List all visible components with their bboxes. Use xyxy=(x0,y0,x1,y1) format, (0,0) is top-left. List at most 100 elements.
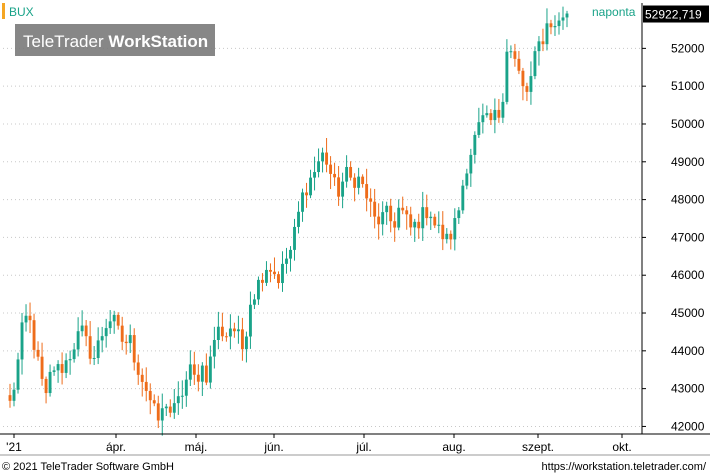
candle xyxy=(509,45,513,59)
symbol-label[interactable]: BUX xyxy=(9,5,34,19)
candle xyxy=(176,381,180,415)
candle xyxy=(88,321,92,365)
y-tick-label: 46000 xyxy=(671,268,705,282)
candle xyxy=(56,360,60,383)
candle xyxy=(521,67,525,101)
candle xyxy=(140,368,144,397)
footer-url[interactable]: https://workstation.teletrader.com/ xyxy=(542,461,707,473)
candle xyxy=(120,316,124,351)
candle xyxy=(60,352,64,385)
candle xyxy=(485,105,489,118)
watermark-workstation: WorkStation xyxy=(108,32,208,51)
candle xyxy=(373,188,377,229)
candle xyxy=(309,169,312,199)
x-tick-label: '21 xyxy=(6,440,22,454)
candle xyxy=(389,198,393,233)
candle xyxy=(84,319,88,347)
candle xyxy=(76,317,80,357)
candle xyxy=(196,364,200,392)
candle xyxy=(192,351,196,385)
candle xyxy=(453,208,457,251)
candle xyxy=(36,341,40,361)
candle xyxy=(160,393,164,436)
candle xyxy=(240,317,244,361)
candle xyxy=(549,19,553,35)
candle xyxy=(184,371,188,407)
candle xyxy=(136,354,140,385)
candle xyxy=(164,403,168,417)
candle xyxy=(64,353,68,379)
candle xyxy=(425,194,429,226)
candle xyxy=(12,382,16,407)
candle xyxy=(553,15,557,36)
candle xyxy=(8,383,12,408)
candle xyxy=(341,172,345,209)
y-tick-label: 42000 xyxy=(671,419,705,433)
candle xyxy=(252,294,256,310)
candle xyxy=(277,271,280,289)
candle xyxy=(168,399,172,418)
candle xyxy=(20,312,24,375)
candle xyxy=(481,103,485,134)
candle xyxy=(24,304,28,332)
candle xyxy=(533,46,537,80)
candle xyxy=(361,174,365,188)
candle xyxy=(28,302,32,334)
last-price-tag: 52922,719 xyxy=(643,5,709,23)
candle xyxy=(100,326,104,353)
candle xyxy=(337,166,341,206)
candle xyxy=(236,315,240,344)
candle xyxy=(517,50,521,75)
candle xyxy=(204,353,208,386)
candle xyxy=(208,345,212,389)
candle xyxy=(297,201,300,234)
candle xyxy=(156,395,160,429)
candle xyxy=(68,350,72,375)
candle xyxy=(497,99,501,123)
candle xyxy=(144,367,148,402)
interval-label[interactable]: naponta xyxy=(592,5,636,19)
watermark: TeleTrader WorkStation xyxy=(23,32,208,51)
candle xyxy=(108,310,112,334)
candle xyxy=(224,332,228,342)
candle xyxy=(369,188,373,217)
candle xyxy=(449,230,453,250)
candle xyxy=(385,201,389,225)
candle xyxy=(329,156,333,190)
candle xyxy=(365,168,369,212)
candle xyxy=(232,322,236,338)
candle xyxy=(429,211,433,230)
candle xyxy=(401,196,405,215)
candle xyxy=(212,326,216,369)
candle xyxy=(124,334,128,355)
candle xyxy=(285,247,288,274)
candle xyxy=(501,93,505,124)
candle xyxy=(465,168,469,190)
candle xyxy=(293,218,296,261)
candle xyxy=(305,182,308,208)
candle xyxy=(545,8,549,51)
candle xyxy=(445,228,449,244)
x-tick-label: máj. xyxy=(185,440,208,454)
candle xyxy=(200,362,204,396)
candle xyxy=(301,188,304,222)
candle xyxy=(541,28,545,52)
candle xyxy=(421,191,425,241)
candle xyxy=(513,43,517,67)
candle xyxy=(180,380,184,409)
symbol-marker xyxy=(2,3,5,19)
candle xyxy=(52,366,56,376)
candle xyxy=(112,310,116,334)
last-price-value: 52922,719 xyxy=(645,8,702,22)
candle xyxy=(220,312,224,342)
candle xyxy=(44,376,48,404)
x-tick-label: szept. xyxy=(522,440,554,454)
candle xyxy=(261,273,264,292)
candle xyxy=(132,328,136,371)
candle xyxy=(80,310,84,337)
candle xyxy=(457,207,461,224)
candle xyxy=(529,61,533,105)
candle xyxy=(257,276,260,305)
candle xyxy=(357,167,361,195)
candle xyxy=(565,10,569,28)
